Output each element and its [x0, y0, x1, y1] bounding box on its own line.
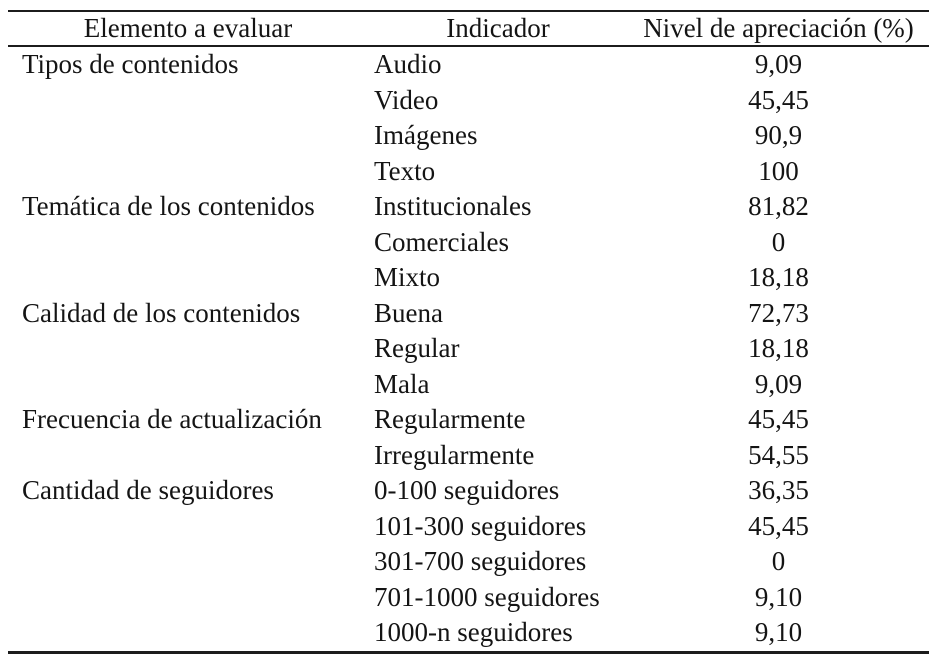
table-row: Regular 18,18: [8, 331, 929, 367]
indicator-cell: 101-300 seguidores: [374, 510, 587, 541]
indicator-cell: Mala: [374, 368, 430, 399]
table-row: Frecuencia de actualización Regularmente…: [8, 402, 929, 438]
value-cell: 81,82: [748, 191, 809, 221]
table-row: Imágenes 90,9: [8, 118, 929, 154]
table-row: Texto 100: [8, 154, 929, 190]
element-cell: [8, 331, 368, 367]
element-cell: [8, 154, 368, 190]
value-cell: 72,73: [748, 297, 809, 328]
indicator-cell: Regularmente: [374, 404, 526, 434]
element-cell: Calidad de los contenidos: [22, 297, 301, 328]
indicator-cell: Mixto: [374, 262, 441, 292]
element-cell: [8, 118, 368, 154]
indicator-cell: Regular: [374, 333, 460, 363]
value-cell: 36,35: [748, 475, 809, 505]
indicator-cell: 1000-n seguidores: [374, 617, 573, 647]
header-row: Elemento a evaluar Indicador Nivel de ap…: [8, 11, 929, 47]
value-cell: 0: [771, 546, 786, 576]
table-row: Temática de los contenidos Institucional…: [8, 189, 929, 225]
col-header-elemento: Elemento a evaluar: [8, 11, 368, 47]
table-row: Mala 9,09: [8, 367, 929, 403]
value-cell: 100: [758, 155, 799, 186]
indicator-cell: Irregularmente: [374, 439, 535, 470]
value-cell: 45,45: [748, 404, 809, 434]
indicator-cell: Institucionales: [374, 191, 532, 221]
indicator-cell: Texto: [374, 155, 436, 186]
value-cell: 45,45: [748, 510, 809, 541]
indicator-cell: Audio: [374, 49, 442, 79]
table-row: Tipos de contenidos Audio 9,09: [8, 46, 929, 83]
element-cell: Temática de los contenidos: [22, 191, 315, 221]
col-header-indicador: Indicador: [368, 11, 628, 47]
indicator-cell: 0-100 seguidores: [374, 475, 560, 505]
value-cell: 18,18: [748, 333, 809, 363]
indicator-cell: Imágenes: [374, 120, 478, 150]
element-cell: [8, 509, 368, 545]
value-cell: 9,09: [754, 368, 803, 399]
evaluation-table: Elemento a evaluar Indicador Nivel de ap…: [8, 10, 929, 654]
value-cell: 9,09: [754, 49, 803, 79]
indicator-cell: 301-700 seguidores: [374, 546, 587, 576]
element-cell: [8, 260, 368, 296]
table-row: 301-700 seguidores 0: [8, 544, 929, 580]
element-cell: [8, 367, 368, 403]
table-row: 101-300 seguidores 45,45: [8, 509, 929, 545]
table-row: 701-1000 seguidores 9,10: [8, 580, 929, 616]
element-cell: [8, 225, 368, 261]
element-cell: [8, 438, 368, 474]
value-cell: 0: [771, 226, 786, 257]
element-cell: Cantidad de seguidores: [22, 475, 274, 505]
table-row: Mixto 18,18: [8, 260, 929, 296]
table-row: 1000-n seguidores 9,10: [8, 615, 929, 652]
table-row: Calidad de los contenidos Buena 72,73: [8, 296, 929, 332]
value-cell: 9,10: [754, 617, 803, 647]
element-cell: [8, 615, 368, 652]
table-row: Cantidad de seguidores 0-100 seguidores …: [8, 473, 929, 509]
table-row: Irregularmente 54,55: [8, 438, 929, 474]
table-row: Video 45,45: [8, 83, 929, 119]
table-body: Tipos de contenidos Audio 9,09 Video 45,…: [8, 46, 929, 652]
element-cell: [8, 580, 368, 616]
element-cell: [8, 83, 368, 119]
value-cell: 18,18: [748, 262, 809, 292]
table-row: Comerciales 0: [8, 225, 929, 261]
element-cell: Tipos de contenidos: [22, 49, 239, 79]
indicator-cell: Buena: [374, 297, 443, 328]
indicator-cell: 701-1000 seguidores: [374, 581, 600, 612]
col-header-nivel: Nivel de apreciación (%): [628, 11, 929, 47]
indicator-cell: Video: [374, 84, 439, 115]
element-cell: Frecuencia de actualización: [22, 404, 322, 434]
value-cell: 9,10: [754, 581, 803, 612]
value-cell: 54,55: [748, 439, 809, 470]
indicator-cell: Comerciales: [374, 226, 509, 257]
element-cell: [8, 544, 368, 580]
value-cell: 45,45: [748, 84, 809, 115]
value-cell: 90,9: [754, 120, 803, 150]
